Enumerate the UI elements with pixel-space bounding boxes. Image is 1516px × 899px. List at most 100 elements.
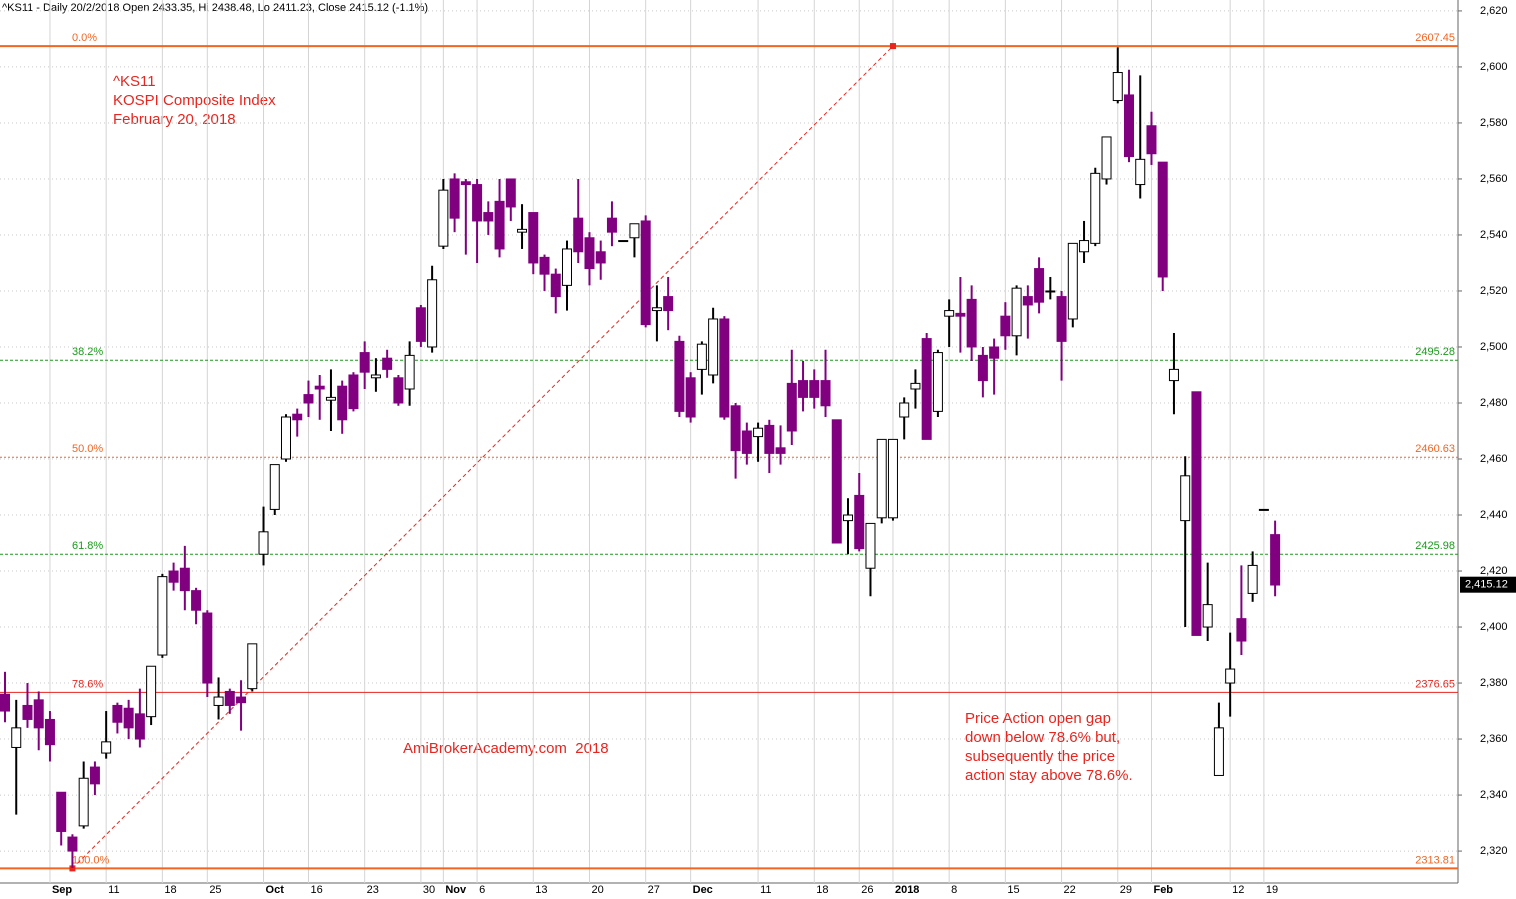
y-tick-label: 2,340	[1480, 789, 1508, 801]
candle-body	[123, 707, 134, 729]
x-tick-label: 11	[760, 884, 771, 896]
candle-body	[22, 704, 33, 720]
candle-body	[33, 699, 44, 729]
candle-body	[573, 217, 584, 253]
candle-body	[213, 696, 224, 706]
candle-body	[775, 447, 786, 454]
fib-anchor	[69, 865, 76, 872]
candle-body	[517, 228, 528, 233]
candle-body	[1000, 315, 1011, 337]
y-tick-label: 2,400	[1480, 621, 1508, 633]
candle-body	[1180, 475, 1191, 522]
note-line: subsequently the price	[965, 748, 1115, 765]
candle-body	[78, 777, 89, 827]
candle-body	[1236, 618, 1247, 642]
candle-body	[809, 380, 820, 398]
candle-body	[1225, 668, 1236, 684]
candle-body	[168, 570, 179, 583]
candle-body	[1034, 268, 1045, 303]
candle-body	[1045, 290, 1056, 293]
candle-body	[1191, 391, 1202, 636]
y-tick-label: 2,360	[1480, 733, 1508, 745]
candle-body	[539, 256, 550, 275]
y-tick-label: 2,500	[1480, 341, 1508, 353]
y-tick-label: 2,560	[1480, 173, 1508, 185]
fib-percent-label: 0.0%	[72, 32, 97, 44]
index-name: KOSPI Composite Index	[113, 92, 276, 109]
candle-body	[910, 382, 921, 390]
y-tick-label: 2,420	[1480, 565, 1508, 577]
candle-body	[449, 178, 460, 219]
candle-body	[1168, 368, 1179, 382]
candle-body	[11, 727, 22, 748]
candle-body	[595, 251, 606, 264]
candle-body	[651, 307, 662, 312]
candle-body	[134, 713, 145, 740]
candle-body	[247, 643, 258, 690]
candle-body	[674, 340, 685, 412]
candle-body	[202, 612, 213, 684]
fib-value-label: 2376.65	[1415, 678, 1455, 690]
candle-body	[1270, 534, 1281, 586]
candle-body	[831, 419, 842, 544]
candle-body	[1258, 508, 1269, 511]
y-tick-label: 2,480	[1480, 397, 1508, 409]
note-line: down below 78.6% but,	[965, 729, 1120, 746]
candle-body	[932, 352, 943, 412]
candle-body	[696, 343, 707, 370]
candle-body	[292, 413, 303, 421]
y-tick-label: 2,520	[1480, 285, 1508, 297]
y-tick-label: 2,440	[1480, 509, 1508, 521]
note-line: Price Action open gap	[965, 710, 1111, 727]
candle-body	[663, 296, 674, 312]
candle-body	[899, 402, 910, 418]
x-tick-label: Sep	[52, 884, 72, 896]
candle-body	[89, 766, 100, 785]
candle-body	[1124, 94, 1134, 158]
x-tick-label: 18	[816, 884, 828, 896]
candle-body	[865, 522, 876, 569]
candle-body	[730, 405, 741, 452]
y-tick-label: 2,600	[1480, 61, 1508, 73]
fib-anchor	[889, 43, 896, 50]
x-tick-label: Oct	[266, 884, 285, 896]
x-tick-label: 20	[591, 884, 603, 896]
candle-body	[1213, 727, 1224, 776]
candle-body	[955, 312, 966, 317]
candle-body	[112, 704, 123, 723]
candle-body	[989, 346, 1000, 359]
y-tick-label: 2,380	[1480, 677, 1508, 689]
candle-body	[1056, 296, 1067, 342]
candle-body	[269, 464, 280, 510]
candle-body	[618, 240, 629, 243]
candle-body	[505, 178, 516, 208]
candle-body	[606, 217, 617, 233]
candle-body	[404, 354, 415, 390]
fib-percent-label: 38.2%	[72, 346, 103, 358]
candle-body	[820, 380, 831, 407]
candle-body	[719, 318, 730, 418]
candle-body	[1112, 72, 1123, 102]
fib-percent-label: 61.8%	[72, 540, 103, 552]
x-tick-label: 8	[951, 884, 957, 896]
candle-body	[528, 212, 539, 264]
last-price-box	[1460, 576, 1516, 593]
candle-body	[258, 531, 269, 555]
candle-body	[370, 374, 381, 379]
candle-body	[1101, 136, 1112, 180]
candle-body	[472, 184, 483, 222]
x-tick-label: 29	[1120, 884, 1132, 896]
x-tick-label: 13	[535, 884, 547, 896]
candle-body	[1079, 240, 1090, 253]
candle-body	[224, 690, 235, 706]
candle-body	[1135, 158, 1146, 186]
candle-body	[1157, 161, 1168, 278]
candle-body	[1022, 296, 1033, 306]
x-tick-label: Nov	[445, 884, 467, 896]
x-tick-label: 12	[1232, 884, 1244, 896]
candle-body	[281, 416, 291, 460]
fib-value-label: 2607.45	[1415, 32, 1455, 44]
fib-percent-label: 50.0%	[72, 443, 103, 455]
candle-body	[101, 741, 112, 754]
